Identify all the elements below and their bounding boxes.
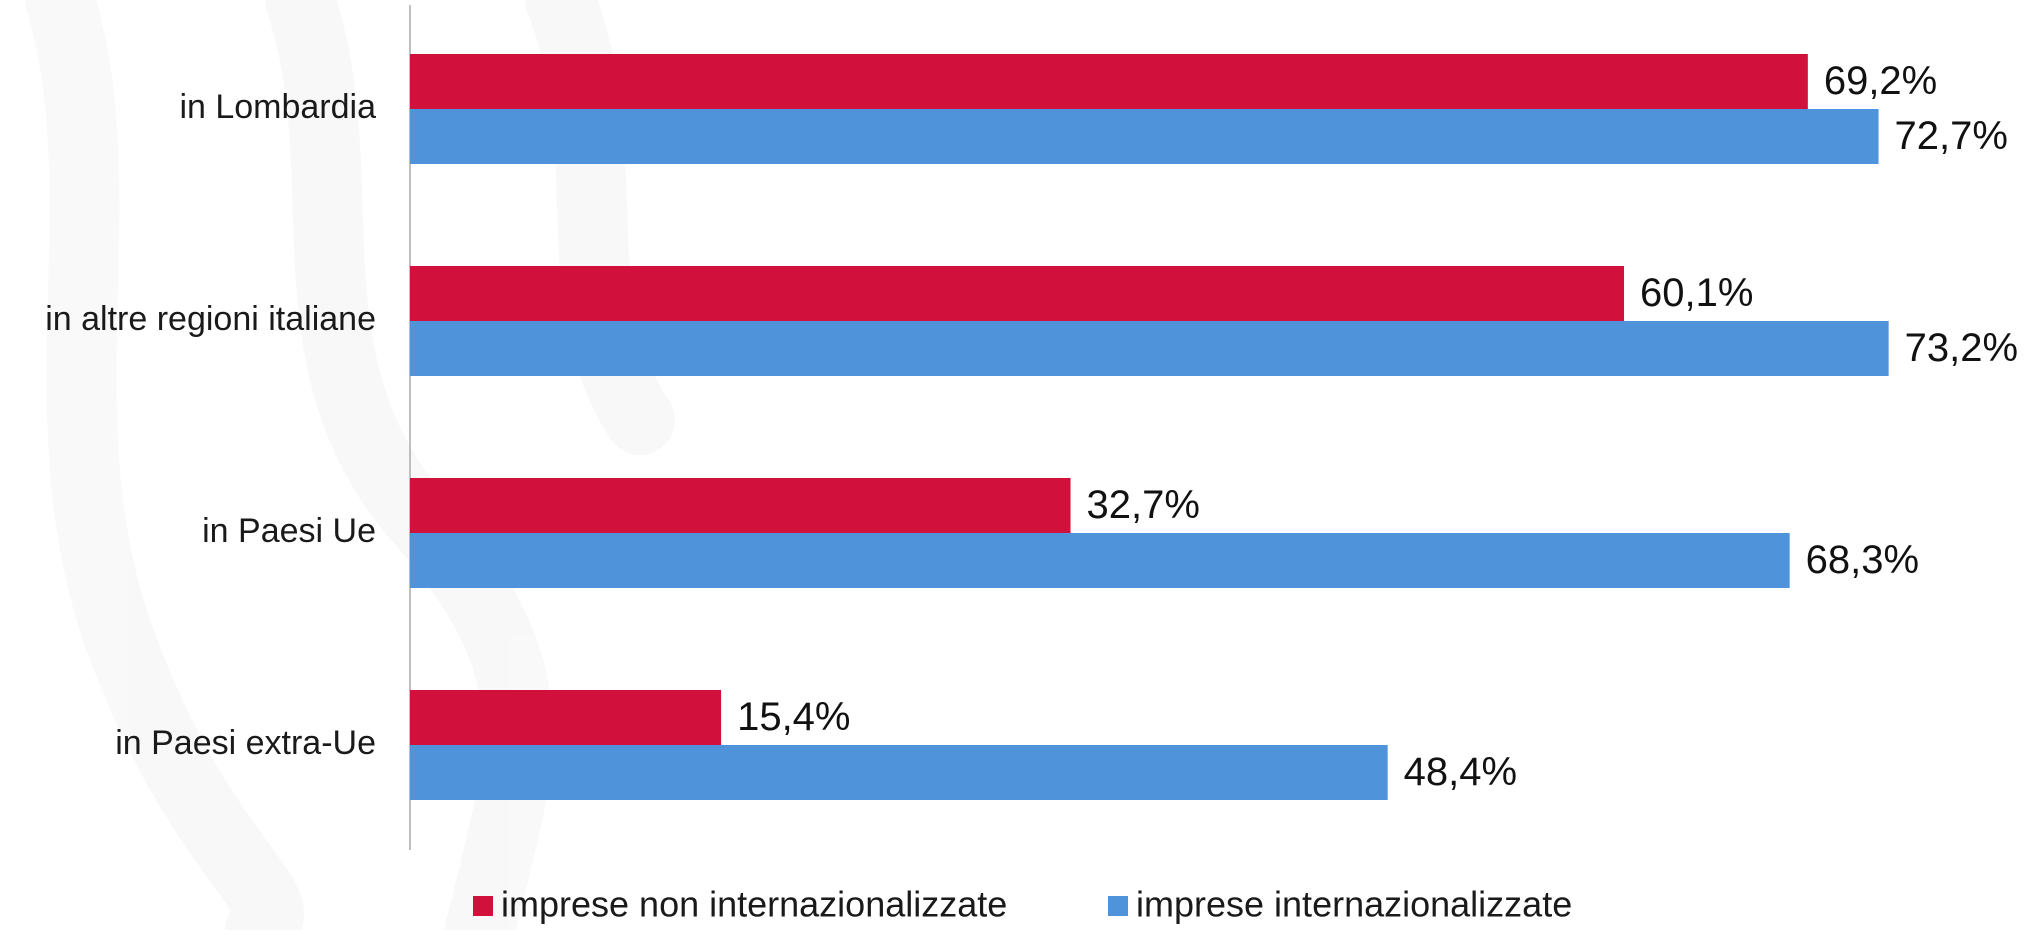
category-label: in Paesi Ue xyxy=(202,512,376,550)
category-label: in Lombardia xyxy=(179,88,376,126)
bar-internazionalizzate xyxy=(410,533,1790,588)
legend-label: imprese internazionalizzate xyxy=(1136,884,1572,925)
data-label: 32,7% xyxy=(1087,483,1200,527)
bar-non-internazionalizzate xyxy=(410,690,722,745)
bar-internazionalizzate xyxy=(410,109,1879,164)
data-label: 72,7% xyxy=(1895,114,2008,158)
data-label: 48,4% xyxy=(1404,750,1517,794)
legend-swatch xyxy=(1108,896,1128,916)
legend-swatch xyxy=(473,896,493,916)
category-label: in Paesi extra-Ue xyxy=(115,724,376,762)
bar-internazionalizzate xyxy=(410,745,1388,800)
data-label: 60,1% xyxy=(1640,271,1753,315)
bar-non-internazionalizzate xyxy=(410,54,1808,109)
bar-non-internazionalizzate xyxy=(410,266,1625,321)
legend: imprese non internazionalizzate imprese i… xyxy=(473,884,1572,925)
data-label: 73,2% xyxy=(1905,326,2018,370)
plot-area: in Lombardia 69,2% 72,7% in altre regioni i… xyxy=(45,5,2018,850)
bar-non-internazionalizzate xyxy=(410,478,1071,533)
legend-label: imprese non internazionalizzate xyxy=(501,884,1007,925)
category-label: in altre regioni italiane xyxy=(45,300,376,338)
data-label: 15,4% xyxy=(737,695,850,739)
data-label: 68,3% xyxy=(1806,538,1919,582)
data-label: 69,2% xyxy=(1824,59,1937,103)
bar-internazionalizzate xyxy=(410,321,1889,376)
